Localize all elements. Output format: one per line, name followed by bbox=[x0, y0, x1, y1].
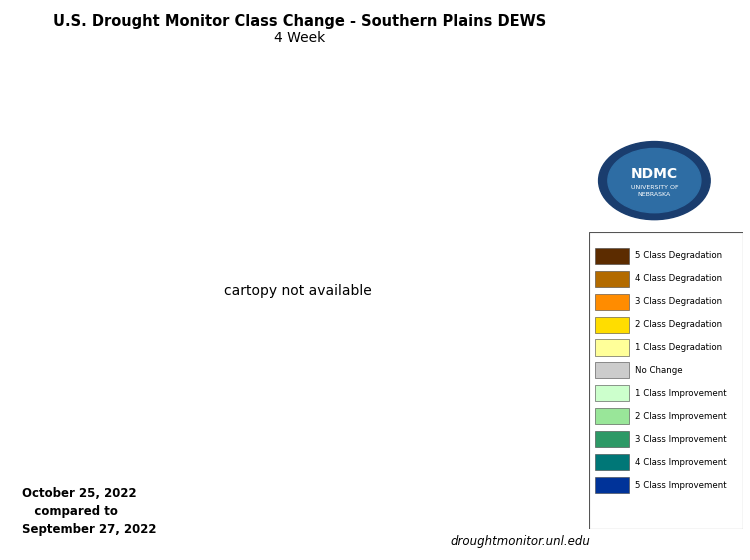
Text: U.S. Drought Monitor Class Change - Southern Plains DEWS: U.S. Drought Monitor Class Change - Sout… bbox=[53, 14, 547, 29]
Text: October 25, 2022
   compared to
September 27, 2022: October 25, 2022 compared to September 2… bbox=[22, 487, 157, 536]
Text: NDMC: NDMC bbox=[631, 167, 678, 181]
Bar bbox=[595, 339, 628, 356]
Text: 1 Class Degradation: 1 Class Degradation bbox=[634, 343, 722, 352]
Text: 2 Class Degradation: 2 Class Degradation bbox=[634, 320, 722, 329]
Bar bbox=[595, 385, 628, 402]
Bar bbox=[595, 477, 628, 493]
Bar bbox=[595, 316, 628, 333]
Bar bbox=[595, 248, 628, 264]
Text: 3 Class Improvement: 3 Class Improvement bbox=[634, 435, 727, 444]
Bar bbox=[595, 362, 628, 379]
Text: No Change: No Change bbox=[634, 366, 682, 375]
Text: 3 Class Degradation: 3 Class Degradation bbox=[634, 297, 722, 306]
Text: 2 Class Improvement: 2 Class Improvement bbox=[634, 412, 727, 421]
Bar bbox=[595, 270, 628, 287]
Ellipse shape bbox=[598, 142, 710, 220]
Bar bbox=[595, 408, 628, 424]
Bar bbox=[595, 293, 628, 310]
Text: cartopy not available: cartopy not available bbox=[224, 284, 372, 298]
Text: UNIVERSITY OF
NEBRASKA: UNIVERSITY OF NEBRASKA bbox=[631, 185, 678, 197]
Text: 5 Class Degradation: 5 Class Degradation bbox=[634, 251, 722, 260]
Ellipse shape bbox=[608, 148, 700, 213]
Text: droughtmonitor.unl.edu: droughtmonitor.unl.edu bbox=[450, 535, 590, 548]
Text: 4 Class Degradation: 4 Class Degradation bbox=[634, 274, 722, 283]
Text: 5 Class Improvement: 5 Class Improvement bbox=[634, 480, 727, 489]
Text: 1 Class Improvement: 1 Class Improvement bbox=[634, 389, 727, 398]
Bar bbox=[595, 454, 628, 470]
Bar bbox=[595, 431, 628, 447]
Text: 4 Class Improvement: 4 Class Improvement bbox=[634, 458, 727, 466]
Text: 4 Week: 4 Week bbox=[274, 31, 326, 45]
